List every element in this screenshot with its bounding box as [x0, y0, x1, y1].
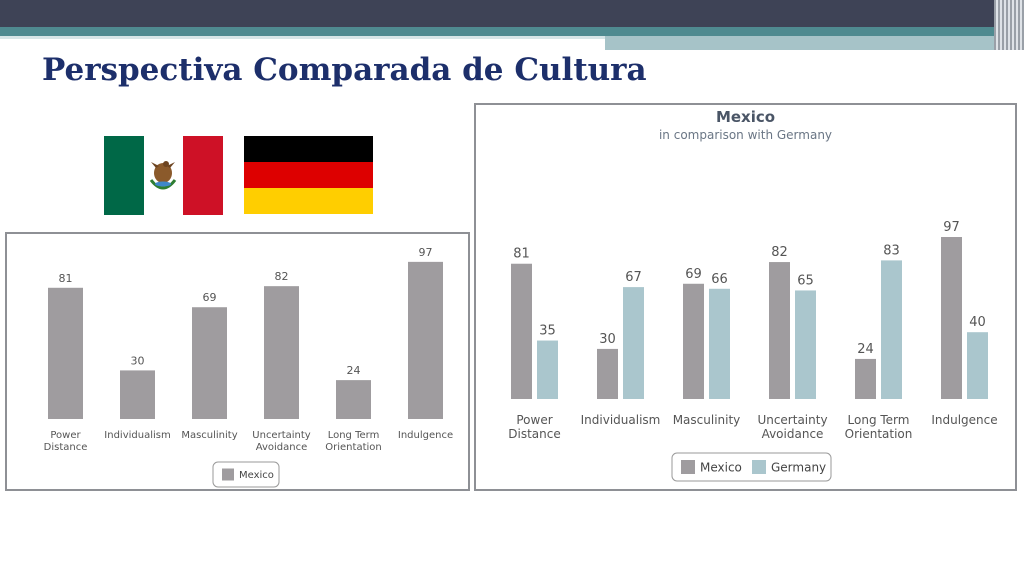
category-label: Avoidance [762, 427, 824, 441]
bar-mexico-3 [264, 286, 299, 419]
category-label: Individualism [104, 430, 170, 441]
bar-mexico-2 [683, 283, 704, 399]
category-label: Long Term [328, 430, 380, 441]
category-label: Power [516, 413, 552, 427]
bar-mexico-5 [941, 237, 962, 399]
data-label: 30 [131, 354, 145, 367]
data-label: 30 [599, 332, 616, 347]
data-label: 40 [969, 315, 986, 330]
bar-mexico-0 [48, 287, 83, 419]
category-label: Indulgence [931, 413, 997, 427]
data-label: 81 [59, 272, 73, 285]
bar-mexico-4 [336, 380, 371, 419]
bar-mexico-0 [511, 263, 532, 399]
chart-subtitle: in comparison with Germany [659, 128, 832, 142]
data-label: 65 [797, 273, 814, 288]
category-label: Orientation [845, 427, 913, 441]
data-label: 24 [347, 364, 361, 377]
bar-mexico-4 [855, 358, 876, 399]
legend [212, 461, 280, 488]
header-bar [0, 0, 1024, 27]
mexico-flag [104, 136, 223, 215]
bar-mexico-2 [192, 307, 227, 419]
header-stripe-light [0, 36, 605, 39]
data-label: 35 [539, 324, 556, 339]
data-label: 82 [275, 270, 289, 283]
category-label: Masculinity [673, 413, 741, 427]
bar-germany-1 [623, 287, 644, 399]
bar-mexico-1 [120, 370, 155, 419]
germany-flag [244, 136, 373, 214]
data-label: 82 [771, 245, 788, 260]
category-label: Uncertainty [757, 413, 827, 427]
bar-germany-4 [881, 260, 902, 399]
category-label: Distance [44, 442, 88, 453]
category-label: Distance [508, 427, 560, 441]
comparison-bar-chart: Mexico in comparison with Germany 81 35 Powe… [508, 108, 998, 482]
header-stripe [0, 27, 1024, 36]
legend-item: Germany [771, 460, 826, 474]
data-label: 97 [943, 220, 960, 235]
data-label: 69 [685, 267, 702, 282]
bar-germany-3 [795, 290, 816, 399]
header-accent-stripe [605, 36, 1024, 50]
category-label: Orientation [325, 442, 381, 453]
bar-germany-5 [967, 332, 988, 399]
legend [671, 452, 832, 482]
coat-of-arms-icon [149, 161, 177, 190]
category-label: Masculinity [181, 430, 237, 441]
data-label: 81 [513, 247, 530, 262]
data-label: 67 [625, 270, 642, 285]
chart-title: Mexico [716, 108, 775, 126]
data-label: 66 [711, 272, 728, 287]
category-label: Uncertainty [252, 430, 311, 441]
bar-mexico-1 [597, 348, 618, 399]
legend-item: Mexico [239, 470, 274, 481]
category-label: Long Term [848, 413, 910, 427]
bar-mexico-5 [408, 261, 443, 419]
bar-germany-0 [537, 340, 558, 399]
legend-swatch [222, 468, 234, 481]
bar-germany-2 [709, 288, 730, 399]
category-label: Indulgence [398, 430, 453, 441]
category-label: Power [50, 430, 81, 441]
data-label: 69 [203, 291, 217, 304]
data-label: 83 [883, 243, 900, 258]
comparison-chart-panel: Mexico in comparison with Germany 81 35 Powe… [474, 103, 1017, 491]
slide-title: Perspectiva Comparada de Cultura [42, 52, 647, 88]
legend-item: Mexico [700, 460, 742, 474]
bar-mexico-3 [769, 262, 790, 399]
data-label: 24 [857, 342, 874, 357]
legend-swatch [681, 460, 695, 474]
header-decoration [994, 0, 1024, 50]
data-label: 97 [419, 246, 433, 259]
category-label: Individualism [581, 413, 661, 427]
legend-swatch [752, 460, 766, 474]
category-label: Avoidance [256, 442, 308, 453]
mexico-chart-panel: 81 Power Distance 30 Individualism 69 Masculin… [5, 232, 470, 491]
